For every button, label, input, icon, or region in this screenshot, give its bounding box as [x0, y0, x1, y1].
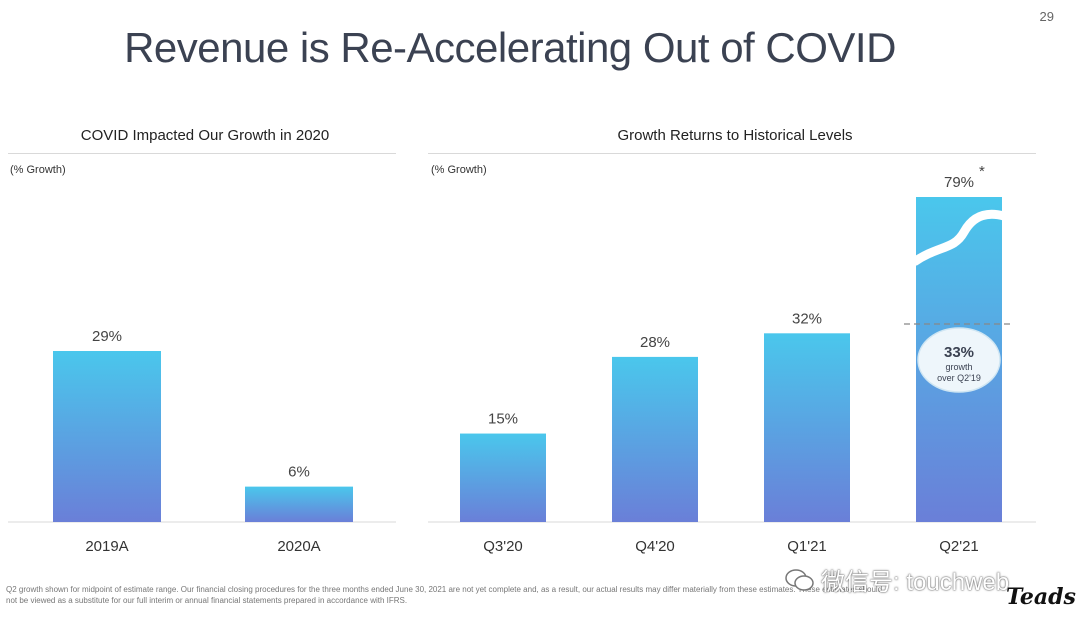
data-label-q420: 28% — [640, 334, 670, 351]
data-label-2019a: 29% — [92, 328, 122, 345]
callout-value: 33% — [944, 344, 974, 361]
asterisk-marker: * — [979, 163, 985, 180]
callout-line-2: over Q2'19 — [937, 373, 981, 383]
slide-title: Revenue is Re-Accelerating Out of COVID — [124, 24, 896, 71]
category-label-q420: Q4'20 — [635, 538, 675, 555]
footnote-line-2: not be viewed as a substitute for our fu… — [6, 596, 408, 605]
callout-line-1: growth — [945, 362, 972, 372]
right-chart-title: Growth Returns to Historical Levels — [617, 127, 853, 144]
footnote-line-1: Q2 growth shown for midpoint of estimate… — [6, 585, 883, 594]
left-bar-chart: 29% 2019A 6% 2020A — [8, 328, 396, 555]
left-title-divider — [8, 153, 396, 154]
right-title-divider — [428, 153, 1036, 154]
category-label-2020a: 2020A — [277, 538, 320, 555]
wechat-icon — [785, 568, 815, 592]
right-unit-label: (% Growth) — [431, 164, 487, 176]
page-number: 29 — [1039, 9, 1054, 24]
data-label-2020a: 6% — [288, 464, 310, 481]
data-label-q121: 32% — [792, 310, 822, 327]
category-label-q221: Q2'21 — [939, 538, 979, 555]
data-label-q221: 79% — [944, 174, 974, 191]
category-label-q320: Q3'20 — [483, 538, 523, 555]
axis-break-wave — [911, 209, 1006, 266]
footnote: Q2 growth shown for midpoint of estimate… — [6, 584, 1016, 606]
bar-2019a — [53, 351, 161, 522]
category-label-q121: Q1'21 — [787, 538, 827, 555]
bar-2020a — [245, 486, 353, 522]
wechat-watermark: 微信号: touchweb — [785, 562, 1009, 597]
data-label-q320: 15% — [488, 411, 518, 428]
bar-q320 — [460, 433, 546, 522]
left-unit-label: (% Growth) — [10, 164, 66, 176]
category-label-2019a: 2019A — [85, 538, 128, 555]
bar-q420 — [612, 356, 698, 522]
right-bar-chart: 15% Q3'20 28% Q4'20 32% Q1'21 79% Q2'21 * 33%grow… — [428, 163, 1036, 555]
watermark-text: 微信号: touchweb — [821, 569, 1010, 596]
left-chart-title: COVID Impacted Our Growth in 2020 — [80, 127, 330, 144]
teads-logo: Teads — [1006, 584, 1076, 610]
growth-callout-bubble — [917, 327, 1001, 393]
bar-q121 — [764, 333, 850, 522]
